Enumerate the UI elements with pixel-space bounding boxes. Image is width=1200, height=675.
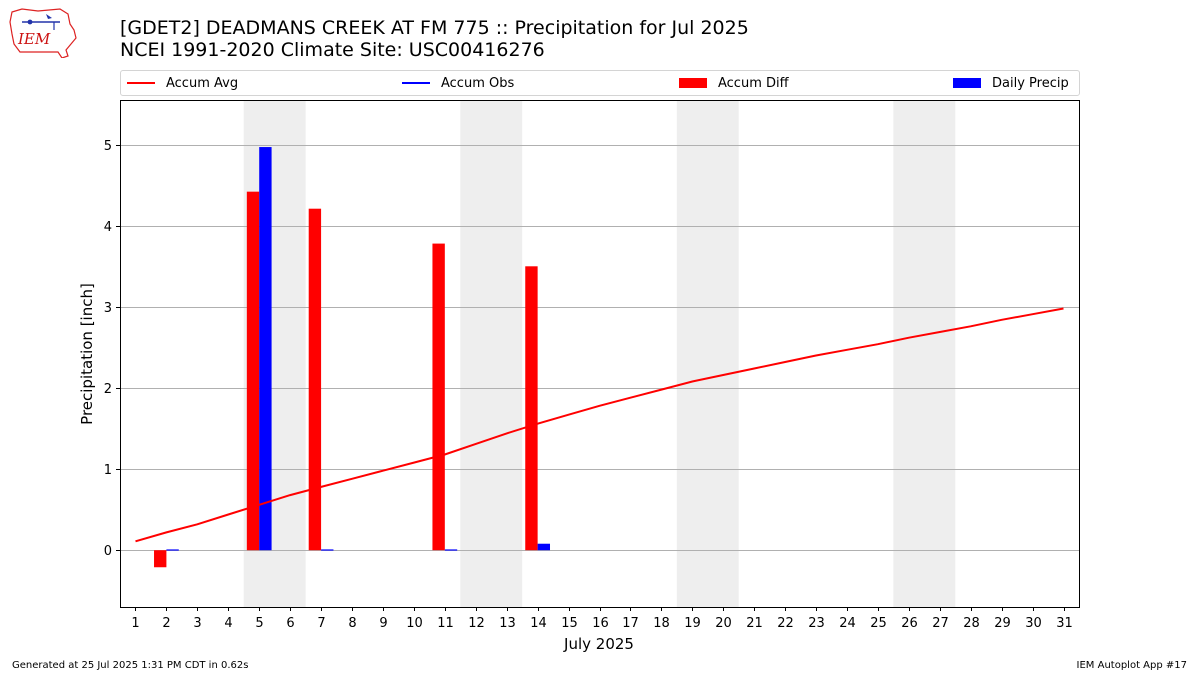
x-tick-label: 23 (808, 616, 825, 631)
x-tick-label: 17 (622, 616, 639, 631)
weekend-band (243, 100, 306, 607)
generated-timestamp: Generated at 25 Jul 2025 1:31 PM CDT in … (12, 660, 249, 671)
accum-diff-bar (308, 208, 322, 551)
y-gridlines (120, 145, 1079, 551)
accum-diff-bar (432, 243, 445, 551)
legend-label-accum-obs: Accum Obs (441, 75, 515, 91)
x-tick-label: 2 (162, 616, 170, 631)
x-tick-label: 30 (1025, 616, 1042, 631)
legend: Accum Avg Accum Obs Accum Diff Daily Pre… (120, 70, 1080, 96)
x-tick-label: 26 (901, 616, 918, 631)
legend-label-accum-diff: Accum Diff (718, 75, 789, 91)
daily-precip-swatch (953, 78, 981, 88)
y-tick-label: 0 (104, 544, 112, 559)
accum-diff-swatch (679, 78, 707, 88)
app-credit: IEM Autoplot App #17 (1076, 660, 1187, 671)
x-tick-label: 9 (379, 616, 387, 631)
x-tick-label: 15 (561, 616, 578, 631)
x-tick-label: 28 (963, 616, 980, 631)
x-tick-label: 6 (286, 616, 294, 631)
x-tick-label: 8 (348, 616, 356, 631)
x-axis-label: July 2025 (563, 635, 634, 653)
accum-avg-line-group (135, 307, 1064, 543)
x-tick-label: 18 (653, 616, 670, 631)
accum-obs-swatch (402, 82, 430, 84)
x-tick-label: 3 (193, 616, 201, 631)
y-tick-label: 2 (104, 382, 112, 397)
weekend-shading (243, 100, 956, 607)
daily-precip-bar (444, 549, 458, 551)
x-tick-label: 10 (406, 616, 423, 631)
x-tick-label: 21 (746, 616, 763, 631)
x-tick-label: 25 (870, 616, 887, 631)
iem-logo: IEM (9, 8, 77, 58)
x-tick-label: 5 (255, 616, 263, 631)
legend-item-accum-diff: Accum Diff (679, 71, 789, 95)
legend-item-accum-obs: Accum Obs (402, 71, 514, 95)
chart-subtitle: NCEI 1991-2020 Climate Site: USC00416276 (120, 39, 545, 61)
x-tick-label: 12 (468, 616, 485, 631)
x-tick-label: 1 (131, 616, 139, 631)
accum-avg-line (135, 307, 1064, 543)
weekend-band (893, 100, 956, 607)
svg-text:IEM: IEM (17, 30, 51, 48)
x-tick-label: 14 (530, 616, 547, 631)
x-tick-label: 11 (437, 616, 454, 631)
plot-frame (120, 100, 1080, 608)
x-tick-label: 20 (715, 616, 732, 631)
legend-label-accum-avg: Accum Avg (166, 75, 239, 91)
x-tick-label: 19 (684, 616, 701, 631)
x-tick-label: 13 (499, 616, 516, 631)
legend-item-daily-precip: Daily Precip (953, 71, 1069, 95)
y-tick-label: 1 (104, 463, 112, 478)
weekend-band (676, 100, 739, 607)
daily-precip-bar (166, 549, 179, 551)
y-axis-ticks: 0 1 2 3 4 5 (104, 139, 120, 559)
accum-diff-bar (154, 550, 167, 568)
daily-precip-bar (321, 549, 334, 551)
accum-diff-bar (246, 191, 260, 551)
accum-diff-bar (525, 266, 538, 551)
x-axis-ticks: 1 2 3 4 5 6 7 8 9 10 11 12 13 14 15 16 17 18 19 20 21 22 23 24 2… (131, 607, 1073, 631)
daily-precip-bar (259, 147, 272, 551)
x-tick-label: 29 (994, 616, 1011, 631)
legend-label-daily-precip: Daily Precip (992, 75, 1069, 91)
y-tick-label: 4 (104, 220, 112, 235)
legend-item-accum-avg: Accum Avg (127, 71, 238, 95)
bars (154, 147, 551, 568)
accum-avg-swatch (127, 82, 155, 84)
y-axis-label: Precipitation [inch] (78, 283, 96, 425)
x-tick-label: 31 (1056, 616, 1073, 631)
x-tick-label: 22 (777, 616, 794, 631)
x-tick-label: 7 (317, 616, 325, 631)
weekend-band (460, 100, 523, 607)
y-tick-label: 5 (104, 139, 112, 154)
x-tick-label: 4 (224, 616, 232, 631)
chart-title: [GDET2] DEADMANS CREEK AT FM 775 :: Prec… (120, 17, 749, 39)
x-tick-label: 24 (839, 616, 856, 631)
x-tick-label: 16 (592, 616, 609, 631)
daily-precip-bar (537, 543, 551, 551)
x-tick-label: 27 (932, 616, 949, 631)
y-tick-label: 3 (104, 301, 112, 316)
